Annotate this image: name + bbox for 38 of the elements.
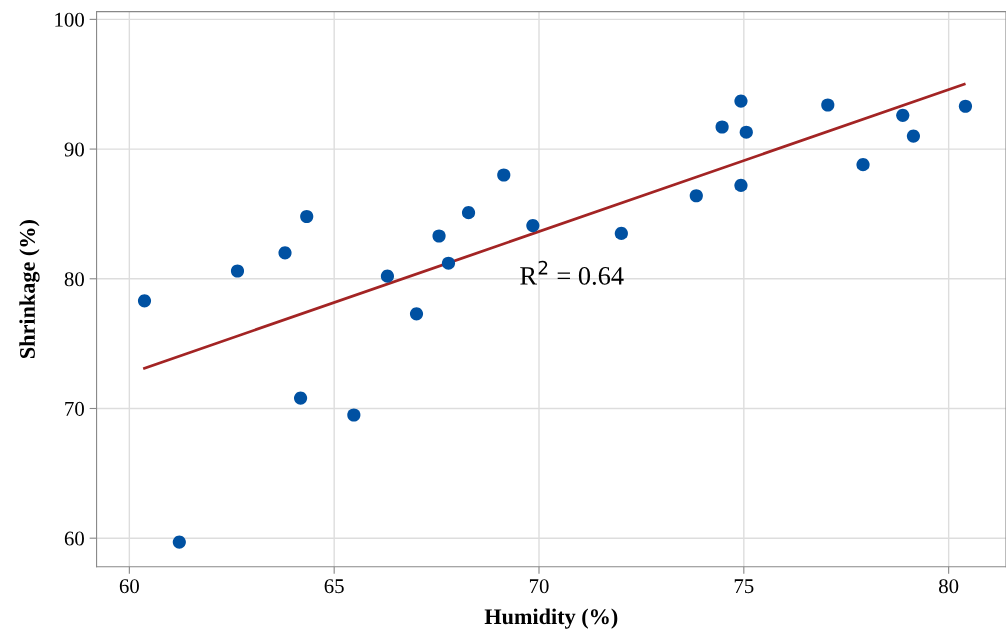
point <box>614 226 628 240</box>
point <box>497 168 511 182</box>
point <box>300 209 314 224</box>
point <box>906 129 921 143</box>
x-tick-label: 80 <box>939 579 959 594</box>
point <box>734 94 748 108</box>
point <box>689 189 703 203</box>
y-tick-label: 80 <box>64 272 84 287</box>
point <box>958 99 973 113</box>
y-tick-label: 100 <box>55 12 84 27</box>
x-tick-label: 70 <box>529 579 549 594</box>
point <box>896 108 910 122</box>
point <box>526 219 540 233</box>
y-axis-title: Shrinkage (%) <box>19 220 40 359</box>
y-tick-label: 70 <box>65 401 84 416</box>
x-tick-label: 65 <box>324 579 344 594</box>
x-axis-title: Humidity (%) <box>484 608 618 629</box>
point <box>409 307 424 321</box>
point <box>278 246 292 260</box>
point <box>821 98 835 112</box>
point <box>347 408 361 422</box>
point <box>856 158 870 172</box>
point <box>739 125 753 139</box>
point <box>380 269 395 283</box>
point <box>230 264 245 278</box>
point <box>137 294 152 308</box>
point <box>293 391 308 405</box>
x-tick-label: 75 <box>734 579 754 594</box>
y-tick-label: 60 <box>64 531 84 546</box>
point <box>461 206 476 220</box>
point <box>734 178 748 192</box>
x-tick-label: 60 <box>119 579 139 594</box>
point <box>172 535 186 549</box>
point <box>715 120 729 134</box>
point <box>441 256 456 270</box>
y-tick-label: 90 <box>64 142 84 157</box>
annotation: R$^{2}$ = 0.64 <box>520 260 624 285</box>
point <box>432 229 446 243</box>
